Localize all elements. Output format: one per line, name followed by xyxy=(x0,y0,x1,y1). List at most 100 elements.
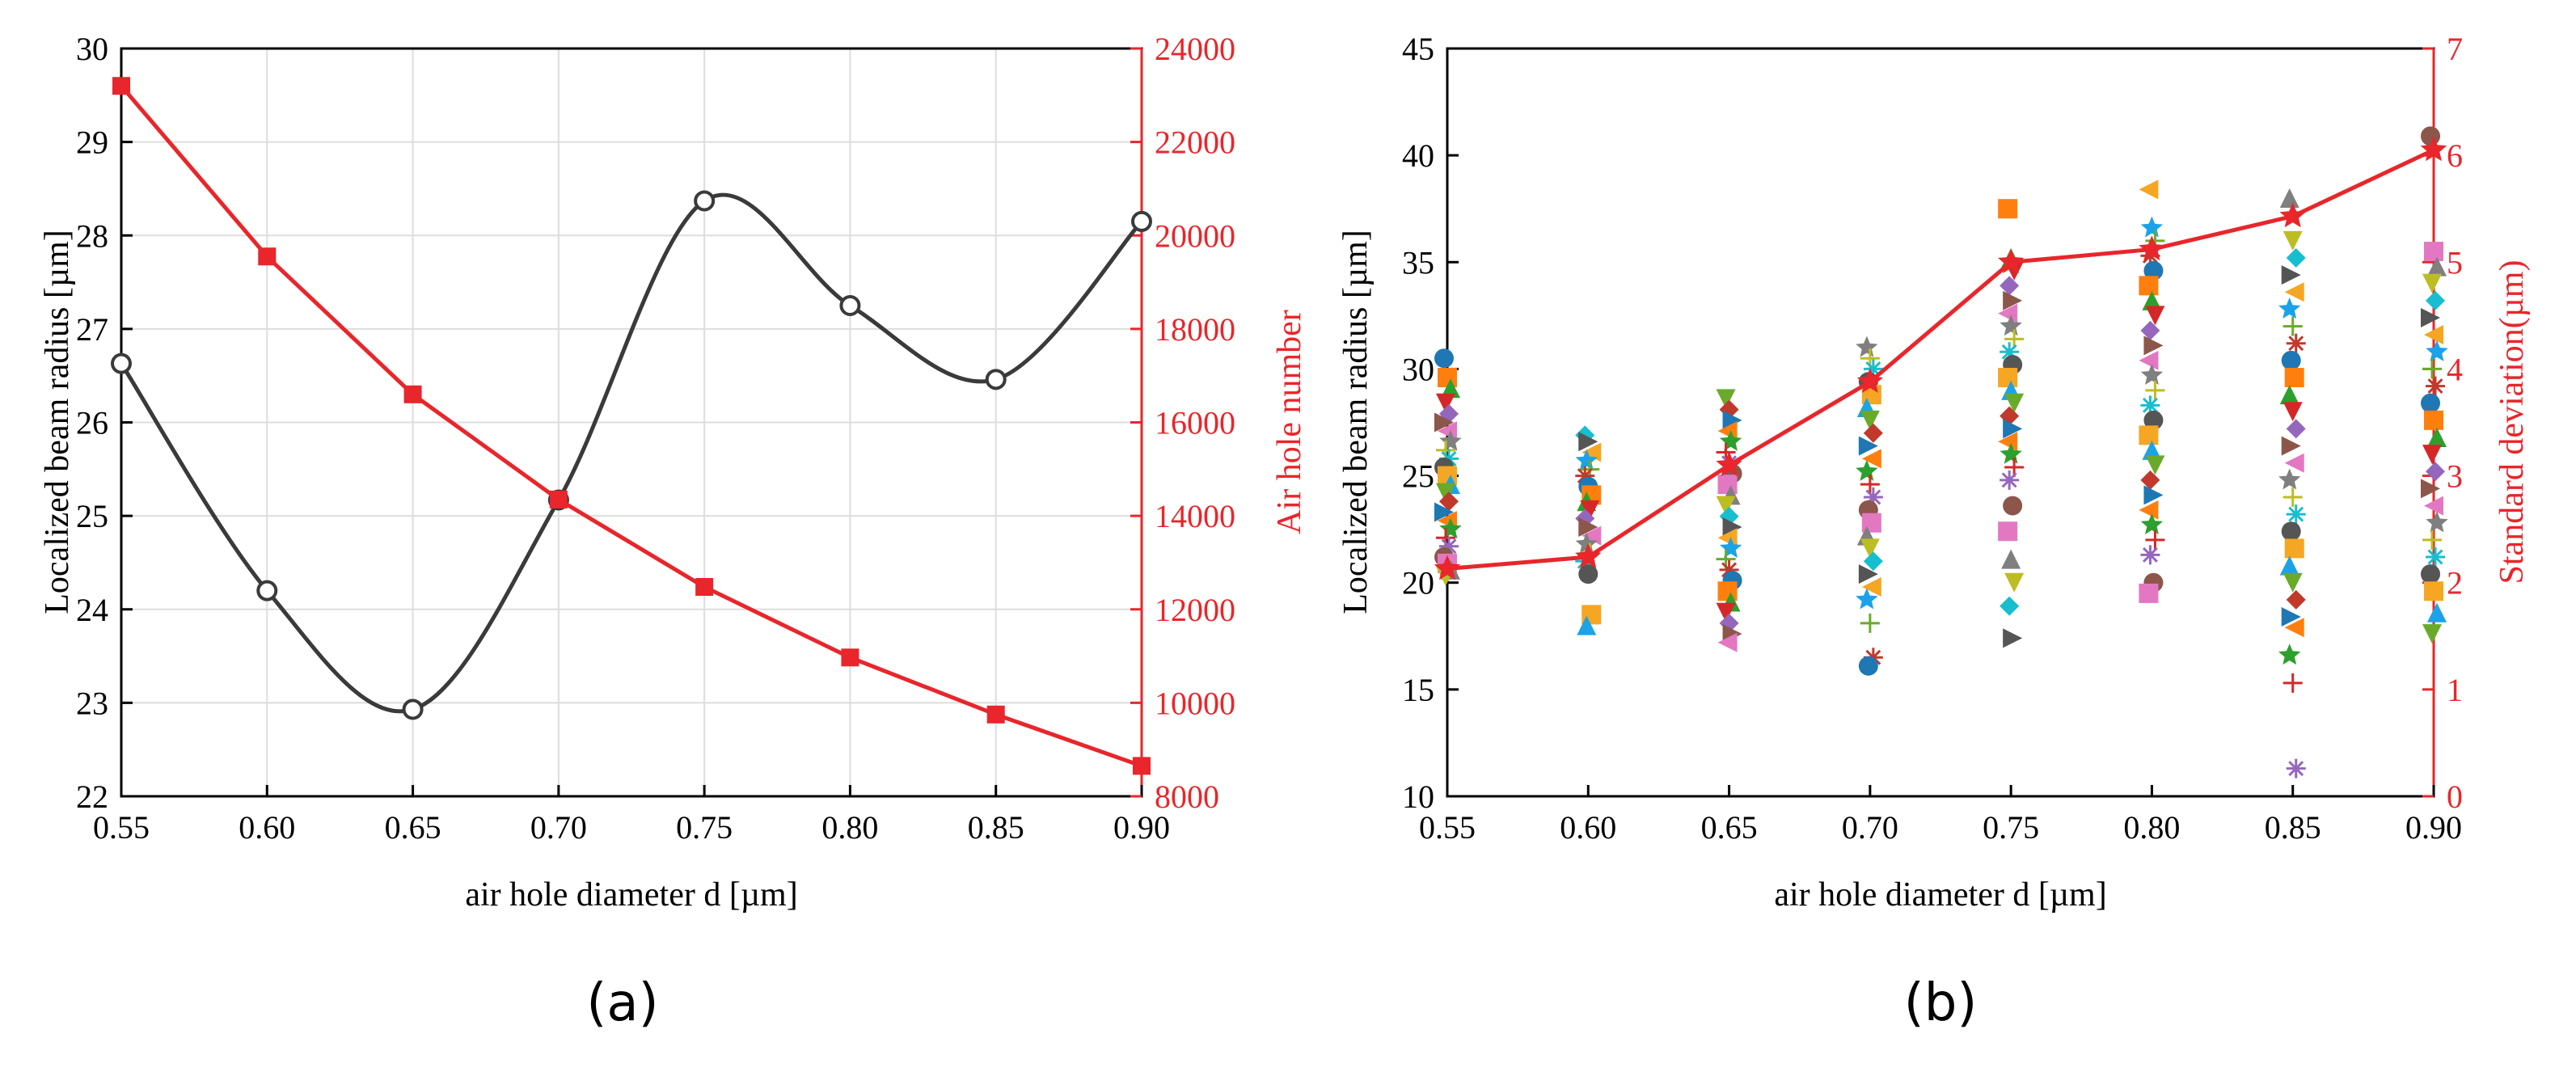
x-axis-label: air hole diameter d [µm] xyxy=(465,876,797,914)
scatter-point xyxy=(2139,350,2159,370)
scatter-point xyxy=(2424,242,2443,262)
scatter-point xyxy=(2421,308,2440,327)
scatter-point xyxy=(2424,581,2443,601)
scatter-point xyxy=(1856,588,1878,610)
x-tick-label: 0.70 xyxy=(530,809,587,846)
scatter-point xyxy=(1716,496,1736,516)
scatter-point xyxy=(1436,483,1455,503)
scatter-point xyxy=(1861,577,1881,597)
scatter-point xyxy=(1861,513,1881,533)
beam-radius-point xyxy=(256,580,278,601)
scatter-point xyxy=(2140,320,2160,340)
x-tick-label: 0.80 xyxy=(821,809,878,846)
scatter-point xyxy=(1858,656,1878,676)
scatter-point xyxy=(2427,428,2447,447)
series-layer xyxy=(111,77,1152,775)
scatter-point xyxy=(1434,502,1454,522)
scatter-point xyxy=(2281,607,2301,627)
x-tick-label: 0.55 xyxy=(1419,809,1476,846)
y2-tick-label: 2 xyxy=(2447,565,2463,601)
scatter-point xyxy=(1717,632,1738,652)
grid xyxy=(120,48,1142,797)
y2-tick-label: 4 xyxy=(2447,351,2463,387)
scatter-point xyxy=(2283,316,2303,336)
scatter-point xyxy=(2143,260,2164,281)
scatter-point xyxy=(1439,536,1459,556)
x-axis-ticks: 0.55 0.60 0.65 0.70 0.75 0.80 0.85 0.90 xyxy=(1419,785,2462,846)
air-hole-number-point xyxy=(986,705,1005,724)
scatter-point xyxy=(1575,449,1598,470)
scatter-point xyxy=(1998,199,2018,219)
x-tick-label: 0.60 xyxy=(1560,809,1616,846)
scatter-point xyxy=(1860,410,1880,430)
scatter-point xyxy=(1860,538,1880,559)
scatter-point xyxy=(1717,581,1738,601)
scatter-point xyxy=(2140,513,2164,534)
y-tick-label: 10 xyxy=(1402,779,1434,815)
beam-radius-line xyxy=(119,192,1143,714)
y2-tick-label: 10000 xyxy=(1155,685,1235,721)
scatter-point xyxy=(2145,380,2165,400)
x-tick-label: 0.85 xyxy=(968,809,1024,846)
air-hole-number-point xyxy=(403,385,422,403)
x-tick-label: 0.90 xyxy=(2405,809,2462,846)
scatter-point xyxy=(1722,517,1742,537)
scatter-point xyxy=(2003,290,2023,310)
series-layer xyxy=(1434,136,2447,580)
y-axis-label: Localized beam radius [µm] xyxy=(1337,230,1375,614)
scatter-point xyxy=(2004,572,2025,593)
scatter-point xyxy=(1577,615,1597,635)
scatter-point xyxy=(2421,126,2440,146)
scatter-point xyxy=(2000,342,2020,362)
scatter-point xyxy=(2284,368,2304,387)
beam-radius-point xyxy=(694,190,716,212)
scatter-point xyxy=(2140,545,2160,565)
y2-tick-label: 8000 xyxy=(1155,779,1219,815)
y-tick-label: 30 xyxy=(1402,351,1434,387)
y-tick-label: 40 xyxy=(1402,137,1434,174)
scatter-point xyxy=(1575,532,1598,554)
y2-tick-label: 1 xyxy=(2447,672,2463,708)
scatter-point xyxy=(2139,276,2159,296)
scatter-point xyxy=(2422,624,2442,644)
air-hole-number-point xyxy=(1133,757,1151,775)
scatter-point xyxy=(2139,179,2159,200)
scatter-point xyxy=(1439,403,1459,424)
scatter-point xyxy=(2283,230,2303,251)
y-tick-label: 15 xyxy=(1402,672,1434,708)
air-hole-number-point xyxy=(258,247,277,266)
scatter-point xyxy=(1863,487,1883,507)
x-tick-label: 0.65 xyxy=(385,809,441,846)
std-deviation-line xyxy=(1446,148,2435,572)
scatter-point xyxy=(2003,419,2023,439)
air-hole-number-point xyxy=(549,490,568,508)
y2-tick-label: 12000 xyxy=(1155,592,1235,628)
y-tick-label: 29 xyxy=(76,124,108,161)
std-deviation-point xyxy=(2279,202,2306,228)
scatter-point xyxy=(2142,290,2162,310)
x-axis-ticks: 0.55 0.60 0.65 0.70 0.75 0.80 0.85 0.90 xyxy=(93,785,1170,846)
scatter-point xyxy=(2421,564,2440,584)
x-tick-label: 0.90 xyxy=(1113,809,1170,846)
y2-tick-label: 0 xyxy=(2447,779,2463,815)
std-deviation-point xyxy=(1856,368,1883,393)
scatter-point xyxy=(2424,410,2443,430)
scatter-point xyxy=(2422,273,2442,293)
y2-tick-label: 16000 xyxy=(1155,405,1235,441)
scatter-point xyxy=(2286,504,2306,525)
std-deviation-point xyxy=(1998,248,2025,273)
y-tick-label: 24 xyxy=(76,592,108,628)
scatter-point xyxy=(2281,350,2301,370)
scatter-point xyxy=(2427,602,2447,622)
y2-tick-label: 7 xyxy=(2447,31,2463,67)
scatter-point xyxy=(1856,459,1878,481)
scatter-point xyxy=(2421,393,2440,413)
scatter-point xyxy=(2286,248,2306,268)
caption-b: (b) xyxy=(1904,973,1978,1033)
scatter-point xyxy=(2279,385,2299,405)
scatter-point xyxy=(2139,583,2159,603)
y-axis-label: Localized beam radius [µm] xyxy=(39,230,76,614)
std-deviation-point xyxy=(1716,451,1742,477)
y-tick-label: 45 xyxy=(1402,31,1434,67)
